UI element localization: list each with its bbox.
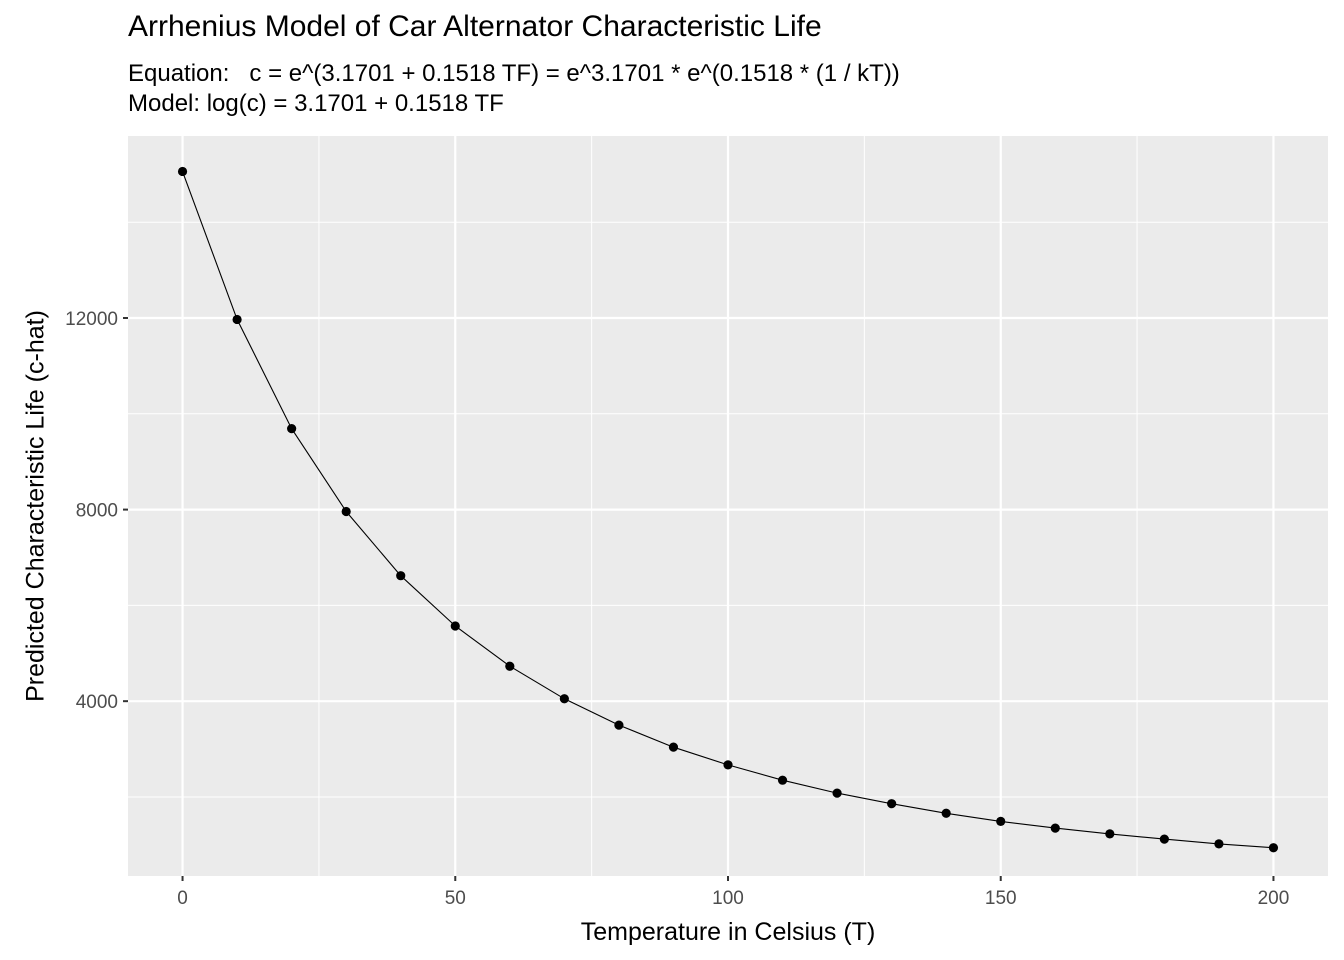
y-tick-label: 4000 [76,692,118,713]
data-point [287,424,297,434]
x-axis-title: Temperature in Celsius (T) [581,918,876,946]
data-point [505,661,515,671]
data-point [614,720,624,730]
x-tick-label: 50 [445,888,466,909]
y-axis: 4000 8000 12000 [65,309,128,713]
data-point [777,775,788,785]
data-point [341,506,351,517]
x-tick-label: 200 [1258,888,1290,909]
data-point [396,571,406,581]
data-point [941,808,951,818]
major-gridlines [128,136,1328,876]
data-point [450,621,460,631]
x-tick-label: 150 [985,888,1017,909]
y-tick-label: 8000 [76,501,118,522]
chart-subtitle-equation: Equation: c = e^(3.1701 + 0.1518 TF) = e… [128,60,900,87]
chart-title: Arrhenius Model of Car Alternator Charac… [128,10,822,43]
data-point [232,314,242,325]
data-point [832,788,842,798]
data-point [1050,823,1060,833]
data-point [559,694,569,704]
data-point [177,166,188,177]
data-point [668,742,679,752]
data-point [1159,834,1169,844]
y-axis-title: Predicted Characteristic Life (c-hat) [22,310,50,702]
data-point [1268,843,1279,853]
data-point [1105,829,1115,839]
series-layer [177,166,1279,853]
data-point [887,799,897,809]
data-point [996,816,1006,826]
data-point [1214,839,1224,849]
x-tick-label: 0 [177,888,188,909]
chart-subtitle-model: Model: log(c) = 3.1701 + 0.1518 TF [128,90,504,117]
y-tick-label: 12000 [65,309,118,330]
x-axis: 0 50 100 150 200 [177,876,1289,909]
data-point [723,760,733,770]
x-tick-label: 100 [712,888,744,909]
